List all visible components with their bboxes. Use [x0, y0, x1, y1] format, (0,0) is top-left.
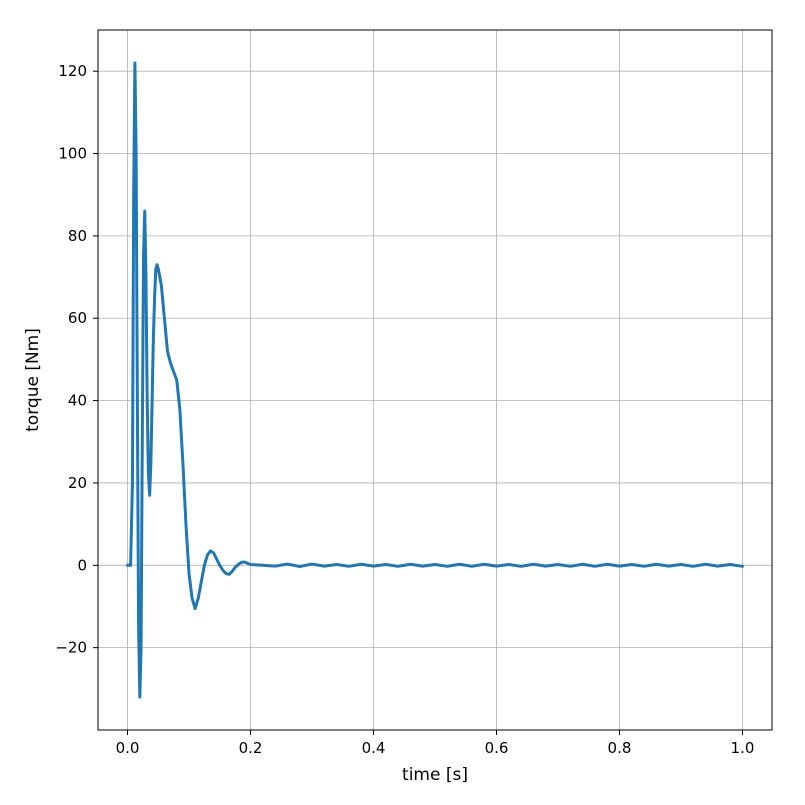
- xtick-label: 0.2: [239, 739, 263, 757]
- xtick-label: 0.4: [362, 739, 386, 757]
- ytick-label: 20: [68, 474, 87, 492]
- xtick-label: 0.6: [485, 739, 509, 757]
- ytick-label: 40: [68, 392, 87, 410]
- y-axis-label: torque [Nm]: [23, 328, 43, 432]
- xtick-label: 0.0: [116, 739, 140, 757]
- torque-time-chart: 0.0 0.2 0.4 0.6 0.8 1.0 −20 0 20 40 60 80 100 120 time…: [0, 0, 805, 805]
- xtick-label: 0.8: [608, 739, 632, 757]
- figure: 0.0 0.2 0.4 0.6 0.8 1.0 −20 0 20 40 60 80 100 120 time…: [0, 0, 805, 805]
- ytick-label: 100: [58, 145, 87, 163]
- ytick-label: 120: [58, 62, 87, 80]
- ytick-label: −20: [55, 639, 87, 657]
- x-axis-label: time [s]: [402, 765, 468, 785]
- ytick-label: 80: [68, 227, 87, 245]
- ytick-label: 0: [77, 556, 87, 574]
- ytick-label: 60: [68, 309, 87, 327]
- xtick-label: 1.0: [731, 739, 755, 757]
